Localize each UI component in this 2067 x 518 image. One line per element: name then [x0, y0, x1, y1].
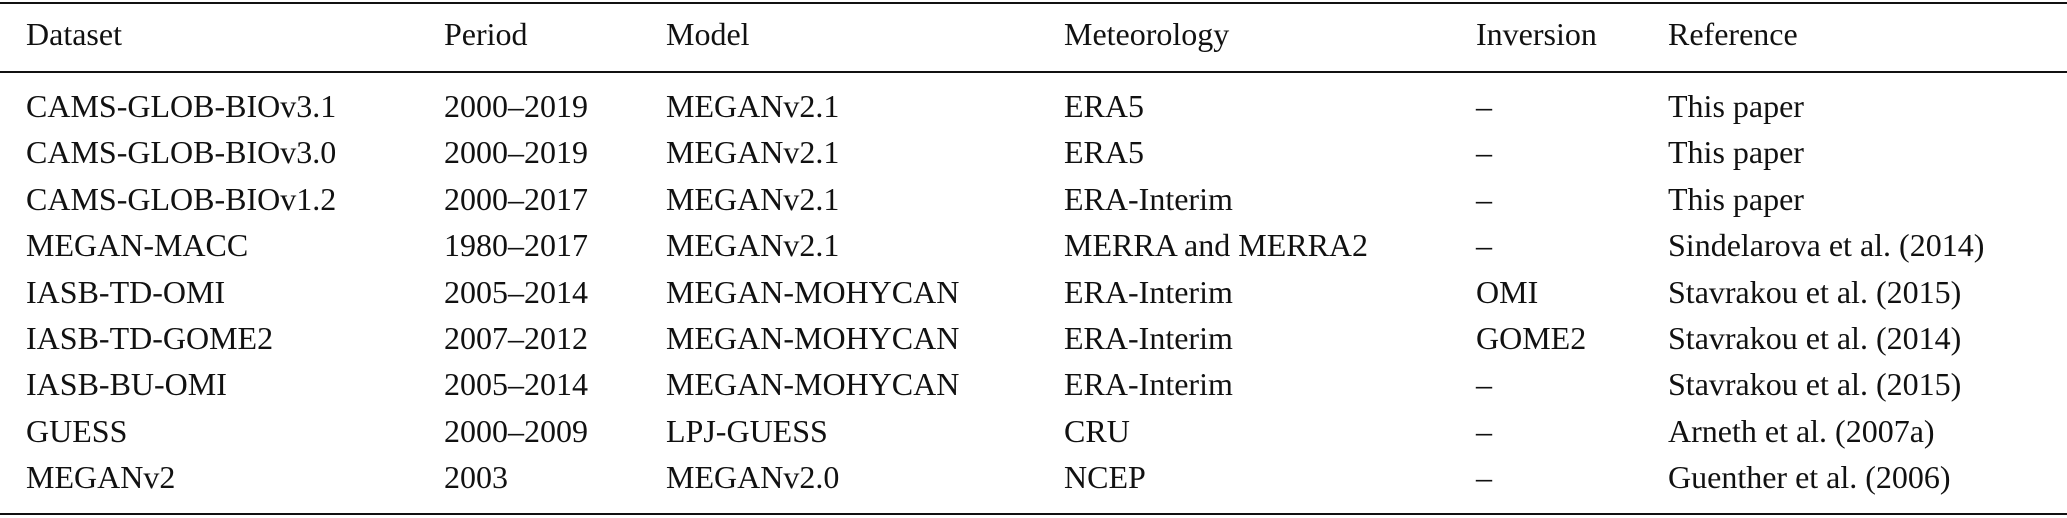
table-cell: IASB-TD-OMI — [26, 273, 226, 310]
table-cell: MEGANv2.1 — [666, 180, 840, 217]
table-cell: 2000–2019 — [444, 134, 588, 171]
table-cell: ERA5 — [1064, 88, 1144, 124]
table-cell: OMI — [1476, 273, 1539, 310]
table-cell: Sindelarova et al. (2014) — [1668, 227, 1985, 264]
table-cell: 2000–2017 — [444, 180, 588, 217]
table-cell: Arneth et al. (2007a) — [1668, 412, 1935, 449]
table-cell: – — [1476, 366, 1492, 403]
table-cell: – — [1476, 180, 1492, 217]
table-cell: CAMS-GLOB-BIOv3.1 — [26, 88, 337, 124]
header-cell: Inversion — [1476, 16, 1597, 52]
table-cell: – — [1476, 459, 1492, 496]
table-cell: CRU — [1064, 412, 1130, 449]
table-cell: Stavrakou et al. (2015) — [1668, 366, 1962, 403]
table-cell: Stavrakou et al. (2014) — [1668, 320, 1962, 356]
table-cell: Guenther et al. (2006) — [1668, 459, 1951, 496]
header-cell: Period — [444, 16, 528, 52]
table-cell: NCEP — [1064, 459, 1146, 496]
table-cell: ERA-Interim — [1064, 273, 1233, 310]
table-cell: MEGANv2.1 — [666, 88, 840, 124]
header-cell: Dataset — [26, 16, 122, 52]
table-cell: 2000–2019 — [444, 88, 588, 124]
table-cell: ERA-Interim — [1064, 180, 1233, 217]
table-cell: – — [1476, 227, 1492, 264]
table-cell: MEGANv2.0 — [666, 459, 840, 496]
table-cell: This paper — [1668, 134, 1804, 171]
table-cell: Stavrakou et al. (2015) — [1668, 273, 1962, 310]
table-cell: This paper — [1668, 88, 1804, 124]
bottom-rule — [0, 513, 2067, 515]
table-cell: This paper — [1668, 180, 1804, 217]
table-cell: MEGANv2.1 — [666, 134, 840, 171]
table-cell: GOME2 — [1476, 320, 1587, 356]
table-cell: ERA-Interim — [1064, 320, 1233, 356]
table-cell: 2003 — [444, 459, 508, 496]
table-cell: MERRA and MERRA2 — [1064, 227, 1369, 264]
table-cell: ERA-Interim — [1064, 366, 1233, 403]
header-cell: Reference — [1668, 16, 1798, 52]
header-cell: Model — [666, 16, 750, 52]
top-rule — [0, 2, 2067, 4]
table-cell: MEGAN-MOHYCAN — [666, 273, 960, 310]
table-cell: 2005–2014 — [444, 273, 588, 310]
table-cell: IASB-TD-GOME2 — [26, 320, 274, 356]
header-rule — [0, 71, 2067, 73]
table-cell: LPJ-GUESS — [666, 412, 828, 449]
table-cell: MEGAN-MOHYCAN — [666, 320, 960, 356]
table-cell: CAMS-GLOB-BIOv3.0 — [26, 134, 337, 171]
table-cell: ERA5 — [1064, 134, 1144, 171]
table-cell: 2007–2012 — [444, 320, 588, 356]
table-cell: IASB-BU-OMI — [26, 366, 227, 403]
table-cell: MEGANv2 — [26, 459, 176, 496]
table-cell: MEGANv2.1 — [666, 227, 840, 264]
table-cell: MEGAN-MOHYCAN — [666, 366, 960, 403]
table-cell: 1980–2017 — [444, 227, 588, 264]
table-cell: – — [1476, 412, 1492, 449]
header-cell: Meteorology — [1064, 16, 1230, 52]
table-cell: 2000–2009 — [444, 412, 588, 449]
table-cell: – — [1476, 88, 1492, 124]
table-cell: GUESS — [26, 412, 128, 449]
table-cell: CAMS-GLOB-BIOv1.2 — [26, 180, 337, 217]
table-cell: MEGAN-MACC — [26, 227, 249, 264]
table-cell: 2005–2014 — [444, 366, 588, 403]
table-cell: – — [1476, 134, 1492, 171]
